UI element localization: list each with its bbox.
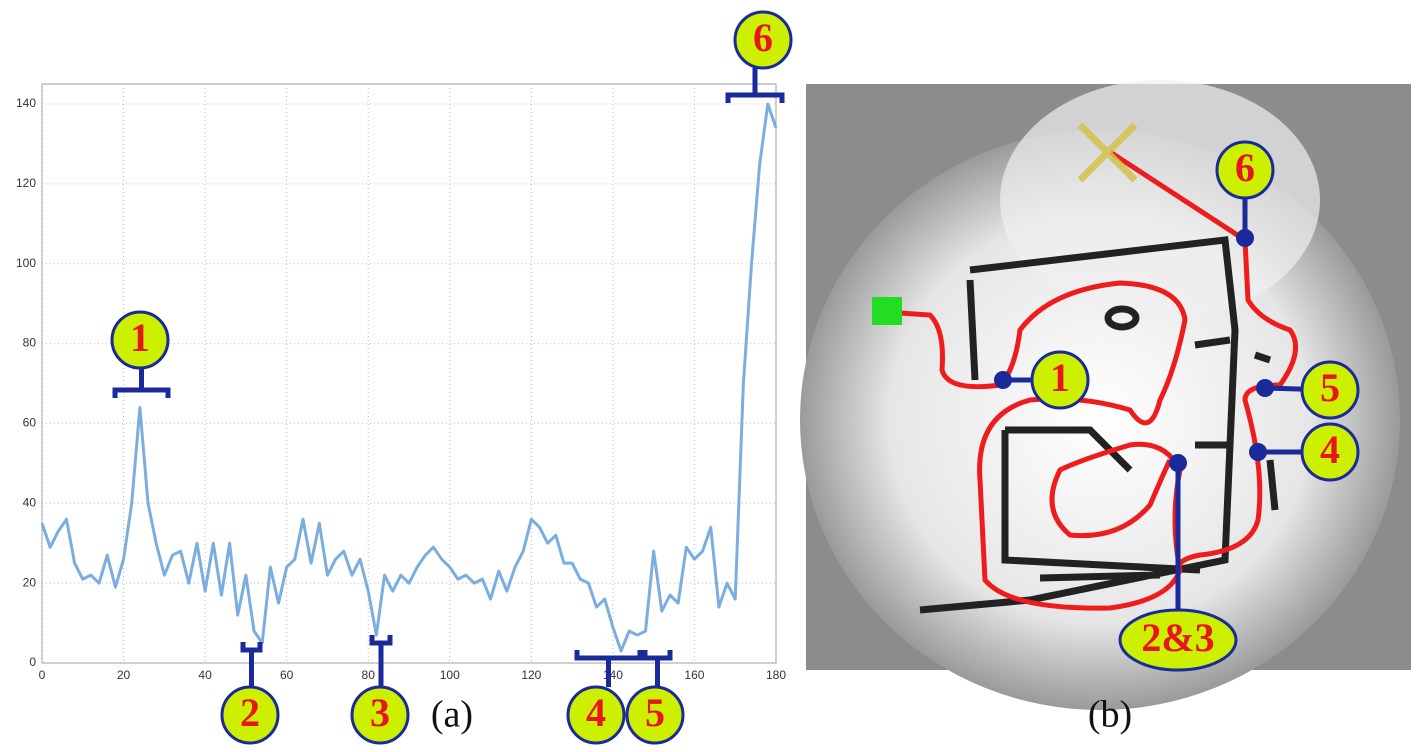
annotation-label: 5 xyxy=(645,690,665,735)
x-tick-label: 120 xyxy=(521,668,541,682)
annotation-label: 3 xyxy=(370,690,390,735)
bracket xyxy=(645,650,670,687)
x-tick-label: 180 xyxy=(766,668,786,682)
annotation-label: 6 xyxy=(753,15,773,60)
callout-dot xyxy=(1249,443,1267,461)
map-free-space xyxy=(1000,80,1320,320)
callout-dot xyxy=(1236,229,1254,247)
annotation-label: 1 xyxy=(130,315,150,360)
panel-label: (b) xyxy=(1088,694,1132,736)
x-tick-label: 0 xyxy=(39,668,46,682)
callout-label: 1 xyxy=(1050,355,1070,400)
y-tick-label: 100 xyxy=(16,256,36,270)
bracket xyxy=(115,368,168,398)
x-tick-label: 20 xyxy=(117,668,131,682)
callout-label: 6 xyxy=(1235,145,1255,190)
figure: 0 20 40 60 80 100 120 140 0 20 40 60 80 100 120 140 160 1… xyxy=(0,0,1416,747)
x-tick-label: 160 xyxy=(684,668,704,682)
y-tick-label: 20 xyxy=(23,575,37,589)
data-line xyxy=(42,104,776,651)
bracket xyxy=(728,68,782,103)
start-marker xyxy=(872,297,902,325)
annotation-label: 2 xyxy=(240,690,260,735)
line-chart: 0 20 40 60 80 100 120 140 0 20 40 60 80 100 120 140 160 1… xyxy=(16,84,786,682)
panel-label: (a) xyxy=(431,694,473,736)
bracket xyxy=(577,650,640,687)
callout-dot xyxy=(1256,379,1274,397)
x-tick-label: 80 xyxy=(362,668,376,682)
y-tick-label: 140 xyxy=(16,96,36,110)
callout-dot xyxy=(994,371,1012,389)
y-tick-label: 40 xyxy=(23,495,37,509)
y-tick-label: 120 xyxy=(16,176,36,190)
y-tick-label: 80 xyxy=(23,336,37,350)
y-tick-label: 60 xyxy=(23,416,37,430)
x-tick-label: 100 xyxy=(440,668,460,682)
x-tick-label: 40 xyxy=(198,668,212,682)
callout-label: 5 xyxy=(1320,365,1340,410)
bracket xyxy=(243,642,260,687)
x-tick-label: 60 xyxy=(280,668,294,682)
callout-dot xyxy=(1169,454,1187,472)
x-tick-label: 140 xyxy=(603,668,623,682)
callout-label: 4 xyxy=(1320,427,1340,472)
annotation-label: 4 xyxy=(586,690,606,735)
y-tick-label: 0 xyxy=(29,655,36,669)
callout-label: 2&3 xyxy=(1141,615,1214,660)
plot-area xyxy=(42,84,776,663)
